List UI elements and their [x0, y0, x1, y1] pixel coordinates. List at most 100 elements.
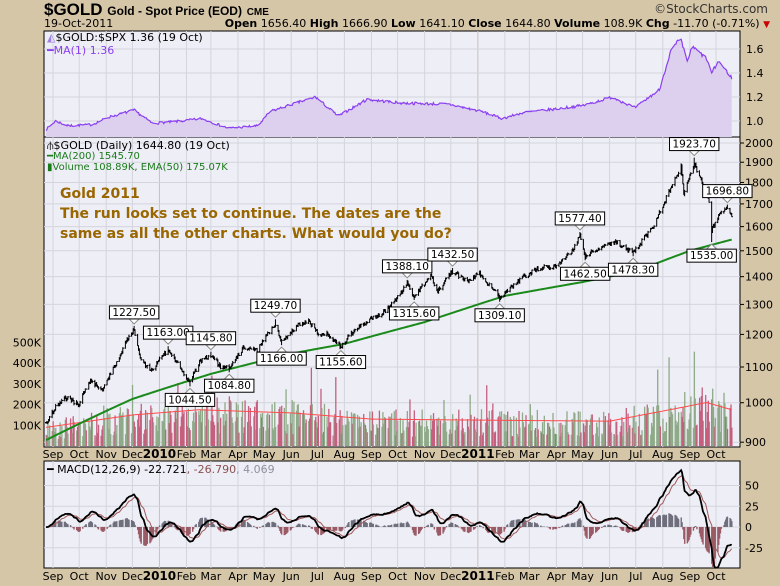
exchange: CME [246, 7, 269, 18]
macd-histogram-bar [730, 519, 732, 527]
macd-histogram-bar [369, 522, 371, 527]
macd-histogram-bar [163, 521, 165, 527]
macd-histogram-bar [499, 527, 502, 535]
ohlc-bar [573, 243, 576, 250]
volume-bar [509, 416, 511, 446]
ohlc-bar [598, 247, 601, 251]
volume-bar [590, 414, 593, 446]
volume-bar [311, 404, 313, 446]
macd-histogram-bar [191, 527, 194, 532]
macd-histogram-bar [113, 521, 115, 527]
x-tick-label: Nov [95, 570, 117, 583]
macd-histogram-bar [701, 527, 703, 543]
macd-histogram-bar [589, 527, 592, 538]
volume-bar [395, 409, 397, 446]
macd-histogram-bar [601, 527, 603, 529]
macd-histogram-bar [512, 520, 514, 527]
ratio-axis-label: 1.6 [746, 43, 764, 56]
volume-bar [482, 432, 484, 446]
volume-bar [615, 421, 617, 446]
volume-bar [653, 411, 655, 446]
ohlc-bar [225, 365, 228, 369]
label-box [702, 184, 753, 199]
volume-bar [213, 424, 216, 446]
volume-bar [250, 426, 252, 446]
ohlc-bar [683, 189, 686, 197]
macd-histogram-bar [622, 527, 625, 531]
volume-bar [317, 415, 320, 446]
macd-histogram-bar [219, 527, 222, 532]
macd-histogram-bar [112, 522, 114, 527]
volume-bar [596, 422, 598, 446]
macd-histogram-bar [474, 527, 477, 529]
volume-bar [702, 420, 704, 446]
macd-histogram-bar [283, 527, 285, 536]
macd-histogram-bar [469, 527, 471, 533]
volume-bar [500, 416, 502, 446]
macd-histogram-bar [693, 527, 696, 529]
macd-histogram-bar [198, 519, 201, 527]
macd-histogram-bar [66, 523, 68, 527]
macd-histogram-bar [134, 524, 136, 527]
volume-bar [344, 424, 347, 446]
volume-bar [699, 410, 702, 446]
volume-bar [432, 413, 435, 446]
macd-histogram-bar [340, 527, 342, 532]
volume-bar [713, 426, 716, 446]
macd-histogram-bar [449, 523, 451, 527]
macd-histogram-bar [652, 518, 655, 527]
label-text: 1535.00 [690, 250, 733, 262]
macd-histogram-bar [377, 525, 380, 527]
ohlc-bar [311, 323, 314, 328]
macd-histogram-bar [629, 527, 631, 532]
ohlc-bar [298, 322, 302, 327]
macd-histogram-bar [107, 527, 109, 528]
volume-bar [150, 405, 152, 446]
volume-bar [170, 414, 172, 446]
volume-bar [265, 430, 267, 446]
macd-histogram-bar [116, 521, 118, 527]
macd-histogram-bar [427, 524, 429, 527]
macd-histogram-bar [555, 527, 558, 529]
ohlc-bar [188, 380, 192, 387]
macd-histogram-bar [603, 525, 606, 527]
macd-histogram-bar [72, 527, 74, 529]
macd-histogram-bar [218, 527, 220, 531]
volume-bar [296, 404, 299, 446]
volume-bar [720, 405, 723, 446]
volume-bar [52, 421, 54, 446]
macd-histogram-bar [79, 527, 81, 532]
area-icon: ◭ [47, 31, 56, 44]
volume-bar [479, 419, 482, 446]
macd-histogram-bar [608, 524, 610, 527]
volume-bar [537, 429, 539, 446]
macd-histogram-bar [415, 527, 417, 536]
macd-histogram-bar [303, 525, 306, 527]
macd-histogram-bar [698, 527, 701, 534]
x-tick-label: Sep [679, 448, 700, 461]
macd-histogram-bar [222, 527, 224, 532]
macd-histogram-bar [567, 523, 569, 527]
volume-bar [189, 430, 191, 446]
macd-histogram-bar [157, 527, 159, 530]
macd-histogram-bar [462, 527, 464, 531]
volume-bar [119, 407, 121, 446]
macd-axis-label: 50 [745, 480, 759, 493]
volume-bar [115, 434, 117, 446]
volume-bar [338, 419, 340, 446]
volume-bar [278, 408, 280, 446]
volume-bar [664, 431, 666, 446]
label-text: 1478.30 [611, 264, 654, 276]
x-tick-label: Nov [95, 448, 117, 461]
ohlc-bar [414, 294, 418, 297]
price-label: 1923.70 [669, 137, 720, 157]
x-tick-label: Apr [547, 448, 567, 461]
macd-histogram-bar [314, 527, 316, 531]
macd-histogram-bar [681, 522, 683, 527]
volume-bar [232, 422, 234, 446]
volume-bar [339, 410, 341, 446]
macd-histogram-bar [181, 527, 183, 535]
volume-bar [437, 425, 439, 446]
volume-bar [542, 434, 545, 446]
volume-bar [487, 425, 490, 446]
